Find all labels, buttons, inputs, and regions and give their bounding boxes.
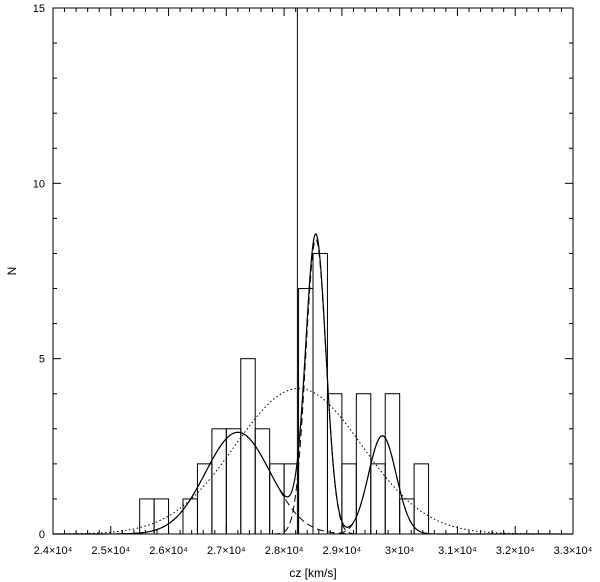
x-tick-label: 2.4×10⁴ (34, 545, 73, 557)
x-axis-title: cz [km/s] (289, 566, 336, 580)
histogram-bar (153, 498, 170, 535)
histogram-bar (341, 463, 357, 535)
x-tick-label: 3×10⁴ (385, 545, 415, 557)
histogram-bar (139, 498, 155, 535)
histogram-bar (182, 498, 198, 535)
plot-frame (52, 7, 574, 535)
histogram-bar (283, 463, 300, 535)
x-tick-label: 3.1×10⁴ (438, 545, 477, 557)
y-axis-title: N (5, 267, 19, 276)
histogram-bar (254, 428, 271, 535)
x-tick-label: 3.2×10⁴ (496, 545, 535, 557)
x-tick-label: 2.7×10⁴ (207, 545, 246, 557)
axis-ticks: 2.4×10⁴ 2.5×10⁴ 2.6×10⁴ 2.7×10⁴ 2.8×10⁴ 2.9×1… (33, 3, 593, 557)
histogram-bar (225, 428, 242, 535)
histogram-bar (413, 463, 430, 535)
y-tick-label: 15 (33, 3, 45, 15)
x-tick-label: 2.9×10⁴ (323, 545, 362, 557)
x-tick-label: 2.8×10⁴ (265, 545, 304, 557)
y-tick-label: 5 (39, 354, 45, 366)
x-tick-label: 2.5×10⁴ (91, 545, 130, 557)
histogram-bar (370, 463, 386, 535)
plot-area (52, 8, 573, 535)
y-tick-label: 0 (39, 529, 45, 541)
x-tick-label: 2.6×10⁴ (149, 545, 188, 557)
histogram-bar (211, 428, 227, 535)
histogram-bar (312, 252, 328, 535)
histogram-bar (384, 393, 401, 535)
histogram-bar (240, 358, 256, 535)
y-tick-label: 10 (33, 178, 45, 190)
x-tick-label: 3.3×10⁴ (554, 545, 593, 557)
histogram-bar (298, 288, 314, 535)
